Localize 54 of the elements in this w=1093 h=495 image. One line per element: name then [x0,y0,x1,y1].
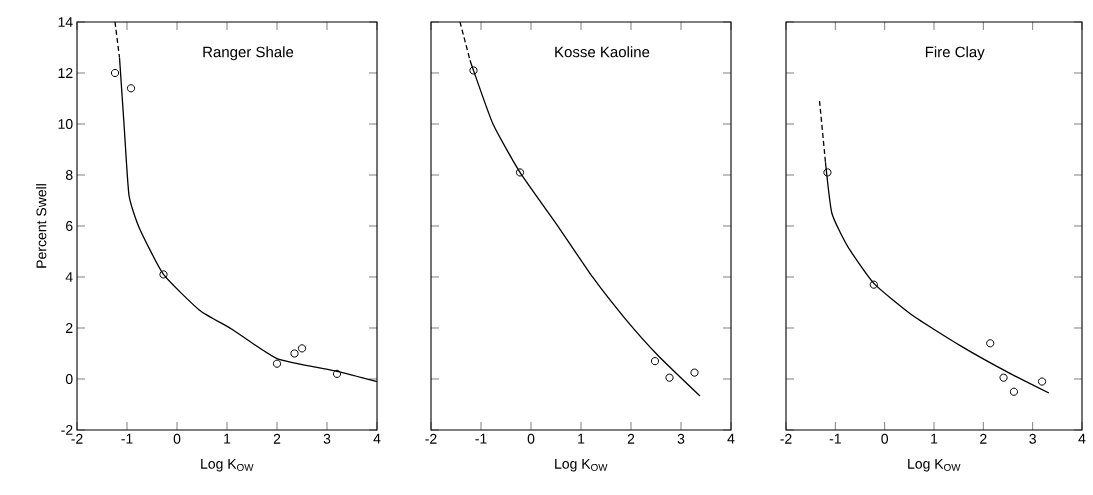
point [290,349,299,358]
x-tick-label: -1 [475,433,487,444]
text: Ranger Shale [203,46,294,61]
x-tick-label: 0 [173,433,181,444]
point [1009,387,1019,396]
x-tick-label: 1 [224,433,231,444]
x-tick-label: 4 [727,433,735,444]
x-tick-label: 0 [881,433,889,444]
text: Kosse Kaoline [555,46,650,58]
x-tick-label: 4 [373,433,381,444]
point [999,373,1008,382]
y-axis-title: Percent Swell [36,184,47,268]
point [515,168,525,177]
point [126,84,136,93]
x-tick-label: 0 [527,433,535,444]
x-tick-label: -1 [121,433,133,444]
y-tick-label: 14 [58,17,73,27]
y-tick-label: 12 [58,68,73,78]
point [650,357,660,366]
x-tick-label: 3 [677,433,685,444]
point [690,368,699,377]
y-tick-label: 10 [58,119,73,129]
x-axis-title: Log K$_{OW}$ [908,459,961,472]
text: Fire Clay [925,46,985,61]
x-tick-label: 3 [323,433,331,444]
y-tick-label: 4 [65,272,73,282]
x-axis-title: Log K$_{OW}$ [201,459,254,472]
point [159,270,168,279]
x-tick-label: 2 [627,433,635,444]
y-tick-label: 0 [65,374,73,384]
point [469,66,478,75]
point [665,373,674,382]
point [869,280,878,289]
point [986,339,995,348]
x-tick-label: 2 [980,433,987,444]
x-tick-label: 1 [931,433,938,444]
x-tick-label: 4 [1078,433,1086,444]
y-tick-label: 2 [66,323,73,333]
point [332,369,342,378]
point [1037,377,1047,386]
x-tick-label: -2 [425,433,437,444]
x-tick-label: 1 [578,433,585,444]
x-tick-label: 2 [273,433,281,444]
point [110,68,120,78]
y-tick-label: 6 [66,221,73,231]
y-tick-label: 8 [65,170,73,180]
x-tick-label: -1 [829,433,841,444]
x-tick-label: 3 [1029,433,1036,444]
y-tick-label: -2 [61,425,73,435]
point [272,359,282,368]
point [297,344,307,353]
point [823,168,832,177]
x-axis-title: Log K$_{OW}$ [555,459,608,472]
x-tick-label: -2 [780,433,792,444]
